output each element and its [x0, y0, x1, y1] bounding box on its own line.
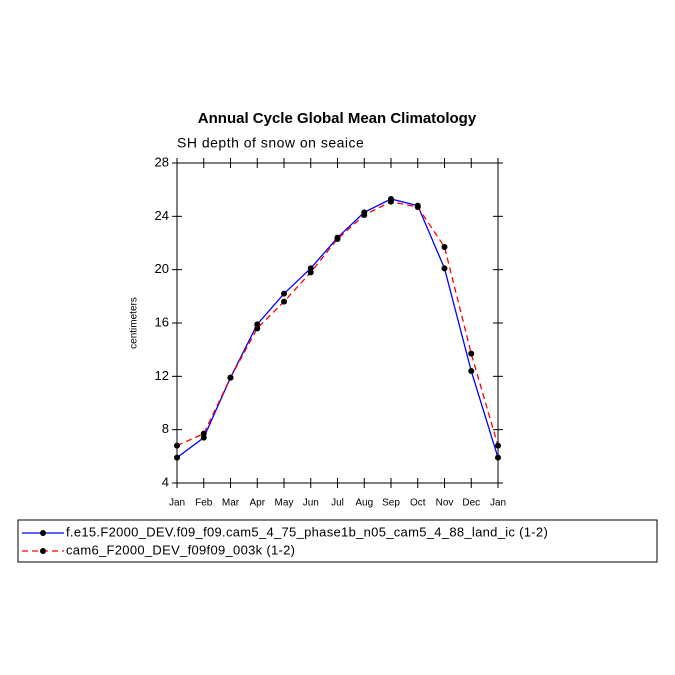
data-point [200, 430, 207, 437]
data-point [281, 298, 287, 305]
x-tick-label: Oct [410, 498, 426, 509]
data-point [441, 265, 448, 272]
legend-box [17, 519, 658, 563]
x-tick-label: Dec [462, 498, 480, 509]
x-tick-label: May [275, 498, 294, 509]
y-tick-label: 8 [162, 421, 169, 436]
data-point [281, 290, 287, 297]
legend-label: f.e15.F2000_DEV.f09_f09.cam5_4_75_phase1… [66, 524, 548, 539]
data-point [414, 204, 421, 210]
data-point [254, 325, 261, 332]
legend-marker [40, 548, 46, 554]
data-point [227, 374, 234, 381]
data-point [495, 442, 501, 449]
x-tick-label: Aug [355, 498, 373, 509]
x-tick-label: Sep [382, 498, 400, 509]
plot-frame [176, 162, 499, 484]
y-tick-label: 4 [162, 474, 169, 489]
x-tick-label: Feb [195, 498, 213, 509]
data-point [468, 368, 475, 374]
y-tick-label: 20 [155, 261, 169, 276]
data-point [361, 212, 368, 218]
x-tick-label: Mar [222, 498, 240, 509]
data-point [174, 454, 180, 461]
x-tick-label: Jan [490, 498, 506, 509]
data-point [388, 198, 394, 205]
chart-subtitle: SH depth of snow on seaice [177, 135, 364, 151]
chart-title: Annual Cycle Global Mean Climatology [198, 110, 477, 127]
y-tick-label: 12 [155, 368, 169, 383]
legend-label: cam6_F2000_DEV_f09f09_003k (1-2) [66, 542, 295, 557]
x-tick-label: Nov [436, 498, 454, 509]
legend-marker [40, 530, 46, 536]
x-tick-label: Jun [303, 498, 319, 509]
data-point [468, 350, 475, 357]
x-tick-label: Jul [331, 498, 344, 509]
x-tick-label: Apr [249, 498, 265, 509]
y-tick-label: 16 [155, 314, 169, 329]
data-point [495, 454, 501, 461]
data-point [174, 442, 180, 449]
data-point [307, 269, 314, 276]
y-tick-label: 28 [155, 154, 169, 169]
data-point [334, 236, 341, 242]
data-point [441, 244, 448, 250]
y-axis-label: centimeters [129, 297, 140, 349]
y-tick-label: 24 [155, 208, 169, 223]
x-tick-label: Jan [169, 498, 185, 509]
